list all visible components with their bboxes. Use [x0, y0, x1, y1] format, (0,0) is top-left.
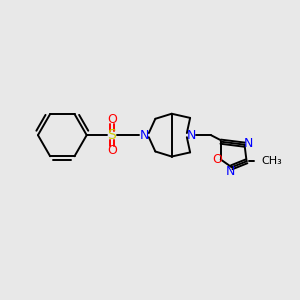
- Text: N: N: [244, 137, 254, 150]
- Text: N: N: [186, 129, 196, 142]
- Text: CH₃: CH₃: [262, 156, 282, 166]
- Text: O: O: [212, 153, 222, 166]
- Text: S: S: [108, 128, 116, 142]
- Text: O: O: [107, 113, 117, 126]
- Text: N: N: [140, 129, 149, 142]
- Text: N: N: [226, 165, 235, 178]
- Text: O: O: [107, 144, 117, 157]
